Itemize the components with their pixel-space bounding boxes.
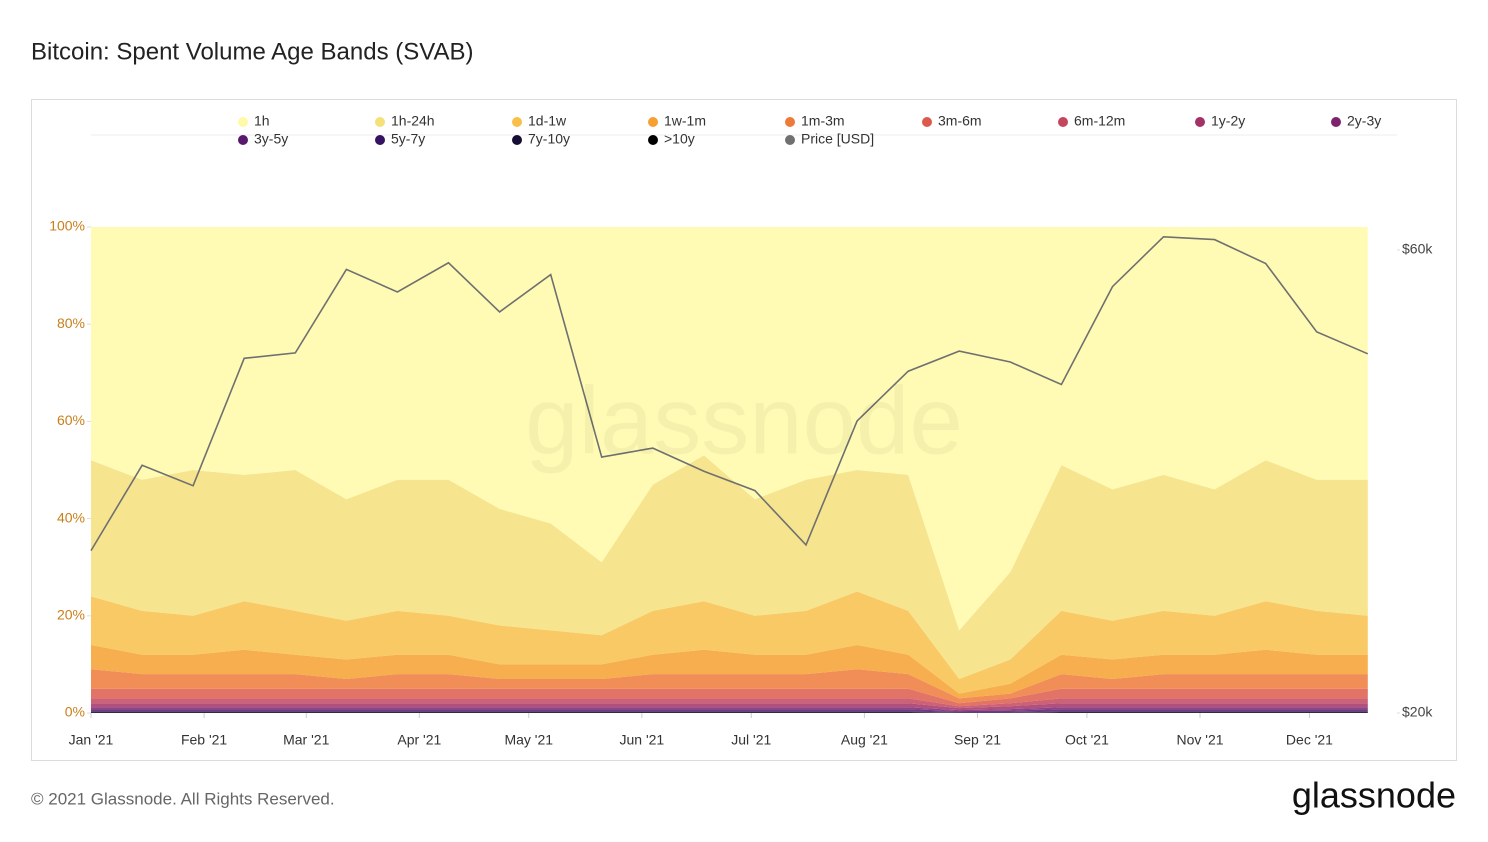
legend-label: 3y-5y [254,131,288,147]
x-tick-label: Nov '21 [1176,732,1223,748]
legend-dot [238,117,248,127]
y-tick-label: 60% [57,412,85,428]
chart-title: Bitcoin: Spent Volume Age Bands (SVAB) [31,38,473,65]
legend-label: 1y-2y [1211,113,1245,129]
legend-item[interactable]: 1d-1w [512,113,567,129]
legend-label: 1d-1w [528,113,567,129]
y-tick-label: 100% [49,218,85,234]
legend-item[interactable]: 1w-1m [648,113,706,129]
panel [31,99,1457,761]
legend-label: 7y-10y [528,131,570,147]
x-tick-label: Mar '21 [283,732,329,748]
footer: © 2021 Glassnode. All Rights Reserved. [31,789,335,808]
legend-item[interactable]: 3y-5y [238,131,288,147]
area-band [91,698,1368,709]
legend-label: 2y-3y [1347,113,1381,129]
area-band [91,712,1368,713]
legend-item[interactable]: >10y [648,131,695,147]
legend-dot [785,117,795,127]
x-tick-label: Sep '21 [954,732,1001,748]
legend-item[interactable]: 1h [238,113,270,129]
area-band [91,688,1368,707]
area-band [91,227,1368,631]
y2-tick-label: $60k [1402,241,1433,257]
area-band [91,669,1368,704]
y2-tick-label: $20k [1402,704,1433,720]
legend-dot [512,135,522,145]
area-band [91,645,1368,699]
x-tick-label: Jul '21 [731,732,771,748]
area-band [91,707,1368,712]
x-tick-label: Aug '21 [841,732,888,748]
x-tick-label: Dec '21 [1286,732,1333,748]
x-tick-label: Apr '21 [397,732,441,748]
area-band [91,711,1368,713]
legend-item[interactable]: 7y-10y [512,131,570,147]
area-band [91,709,1368,712]
x-tick-label: Jun '21 [619,732,664,748]
legend-item[interactable]: Price [USD] [785,131,874,147]
watermark: glassnode [525,367,963,474]
legend-label: 1h-24h [391,113,435,129]
legend-dot [922,117,932,127]
legend-item[interactable]: 3m-6m [922,113,982,129]
legend-label: 1h [254,113,270,129]
x-tick-label: Oct '21 [1065,732,1109,748]
x-tick-label: Feb '21 [181,732,227,748]
legend-dot [512,117,522,127]
legend-item[interactable]: 5y-7y [375,131,425,147]
area-band [91,591,1368,694]
legend-dot [375,117,385,127]
legend-label: Price [USD] [801,131,874,147]
plot-area [90,227,1369,713]
area-band [91,712,1368,713]
price-line [90,235,1369,552]
logo: glassnode [1292,775,1456,816]
legend-dot [375,135,385,145]
area-band [91,455,1368,679]
legend-label: 5y-7y [391,131,425,147]
legend-dot [1195,117,1205,127]
legend-item[interactable]: 2y-3y [1331,113,1381,129]
legend-label: 1m-3m [801,113,845,129]
x-tick-label: May '21 [504,732,553,748]
y-tick-label: 0% [65,704,85,720]
legend-label: 6m-12m [1074,113,1125,129]
legend-label: >10y [664,131,695,147]
legend-dot [1331,117,1341,127]
legend-dot [648,117,658,127]
legend-item[interactable]: 1y-2y [1195,113,1245,129]
legend-item[interactable]: 6m-12m [1058,113,1125,129]
y-tick-label: 80% [57,315,85,331]
legend-dot [1058,117,1068,127]
legend-item[interactable]: 1m-3m [785,113,845,129]
y-tick-label: 20% [57,607,85,623]
legend-dot [238,135,248,145]
legend-dot [785,135,795,145]
area-band [91,703,1368,711]
y-tick-label: 40% [57,509,85,525]
legend-dot [648,135,658,145]
legend-label: 3m-6m [938,113,982,129]
legend-item[interactable]: 1h-24h [375,113,435,129]
legend-label: 1w-1m [664,113,706,129]
x-tick-label: Jan '21 [69,732,114,748]
